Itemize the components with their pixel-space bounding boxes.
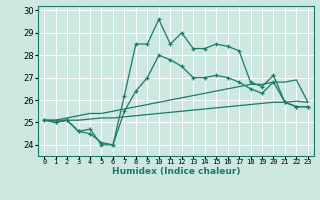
X-axis label: Humidex (Indice chaleur): Humidex (Indice chaleur) bbox=[112, 167, 240, 176]
